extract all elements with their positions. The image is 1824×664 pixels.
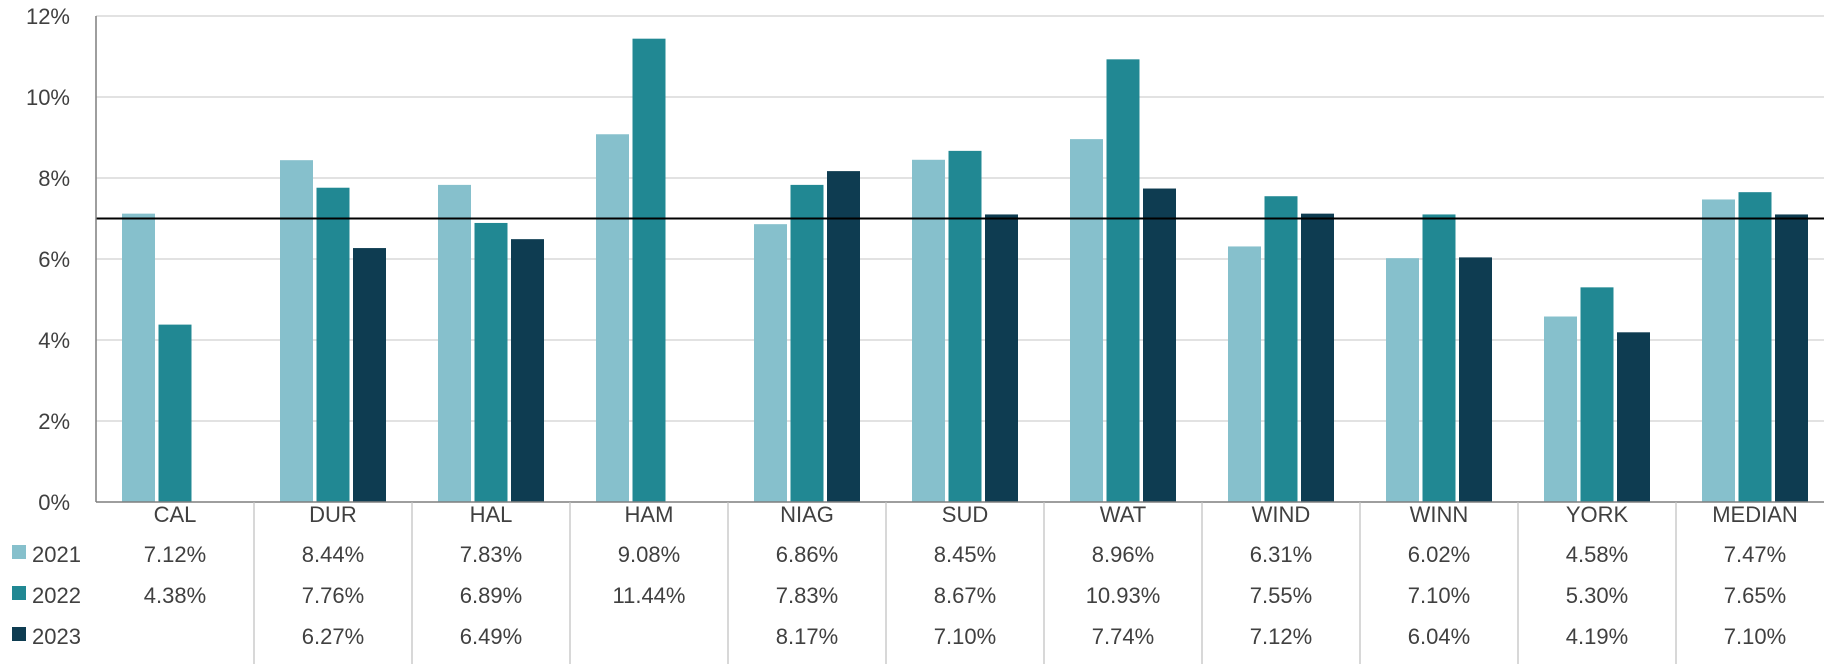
data-table-cell: 6.86% <box>776 542 838 567</box>
y-tick-label: 6% <box>38 247 70 272</box>
data-table-cell: 7.10% <box>934 624 996 649</box>
bar-winn-2023 <box>1459 257 1492 502</box>
data-table-cell: 7.12% <box>1250 624 1312 649</box>
data-table-cell: 4.38% <box>144 583 206 608</box>
category-label: HAL <box>470 502 513 527</box>
bar-york-2023 <box>1617 332 1650 502</box>
y-tick-label: 10% <box>26 85 70 110</box>
bar-wat-2021 <box>1070 139 1103 502</box>
data-table-cell: 7.47% <box>1724 542 1786 567</box>
data-table-cell: 8.96% <box>1092 542 1154 567</box>
data-table-cell: 6.27% <box>302 624 364 649</box>
bar-winn-2022 <box>1422 214 1456 502</box>
bar-dur-2022 <box>316 187 350 502</box>
category-label: MEDIAN <box>1712 502 1798 527</box>
bar-wat-2023 <box>1143 188 1176 502</box>
data-table-cell: 7.83% <box>776 583 838 608</box>
category-label: WIND <box>1252 502 1311 527</box>
y-tick-label: 8% <box>38 166 70 191</box>
data-table-cell: 7.55% <box>1250 583 1312 608</box>
bars <box>122 38 1808 503</box>
bar-hal-2023 <box>511 239 544 502</box>
bar-winn-2021 <box>1386 258 1419 502</box>
bar-wind-2023 <box>1301 213 1334 502</box>
y-tick-label: 4% <box>38 328 70 353</box>
bar-hal-2021 <box>438 184 471 502</box>
data-table-cell: 7.10% <box>1408 583 1470 608</box>
legend-label: 2022 <box>32 583 81 608</box>
bar-york-2021 <box>1544 316 1577 502</box>
category-label: CAL <box>154 502 197 527</box>
bar-niag-2023 <box>827 171 860 503</box>
bar-wind-2021 <box>1228 246 1261 502</box>
data-table-cell: 5.30% <box>1566 583 1628 608</box>
axes: 0% 2% 4% 6% 8% 10% 12% <box>26 4 1824 515</box>
bar-wat-2022 <box>1106 59 1140 503</box>
data-table-cell: 7.76% <box>302 583 364 608</box>
bar-median-2022 <box>1738 192 1772 503</box>
bar-wind-2022 <box>1264 196 1298 502</box>
data-table-cell: 4.19% <box>1566 624 1628 649</box>
data-table-cell: 7.65% <box>1724 583 1786 608</box>
bar-sud-2022 <box>948 150 982 503</box>
category-label: WINN <box>1410 502 1469 527</box>
category-label: WAT <box>1100 502 1146 527</box>
bar-ham-2021 <box>596 134 629 502</box>
bar-sud-2023 <box>985 214 1018 502</box>
bar-hal-2022 <box>474 222 508 502</box>
bar-cal-2022 <box>158 324 192 502</box>
bar-median-2021 <box>1702 199 1735 502</box>
bar-niag-2021 <box>754 224 787 503</box>
data-table: CAL DUR HAL HAM NIAG SUD WAT WIND WINN YORK MEDIAN… <box>12 502 1798 664</box>
data-table-cell: 10.93% <box>1086 583 1161 608</box>
category-label: YORK <box>1566 502 1629 527</box>
bar-york-2022 <box>1580 287 1614 502</box>
bar-median-2023 <box>1775 214 1808 502</box>
legend-label: 2023 <box>32 624 81 649</box>
data-table-cell: 6.02% <box>1408 542 1470 567</box>
legend-key-2023 <box>12 627 26 641</box>
data-table-cell: 6.04% <box>1408 624 1470 649</box>
data-table-cell: 9.08% <box>618 542 680 567</box>
legend-label: 2021 <box>32 542 81 567</box>
y-tick-label: 0% <box>38 490 70 515</box>
bar-ham-2022 <box>632 38 666 503</box>
data-table-cell: 7.74% <box>1092 624 1154 649</box>
bar-niag-2022 <box>790 184 824 502</box>
data-table-cell: 8.45% <box>934 542 996 567</box>
data-table-cell: 7.12% <box>144 542 206 567</box>
legend-key-2021 <box>12 545 26 559</box>
bar-dur-2021 <box>280 160 313 502</box>
data-table-cell: 8.17% <box>776 624 838 649</box>
bar-dur-2023 <box>353 248 386 502</box>
data-table-cell: 6.89% <box>460 583 522 608</box>
data-table-cell: 11.44% <box>613 583 686 608</box>
legend-key-2022 <box>12 586 26 600</box>
category-label: HAM <box>625 502 674 527</box>
category-label: NIAG <box>780 502 834 527</box>
bar-sud-2021 <box>912 159 945 502</box>
data-table-cell: 6.49% <box>460 624 522 649</box>
y-tick-label: 2% <box>38 409 70 434</box>
category-label: DUR <box>309 502 357 527</box>
category-label: SUD <box>942 502 988 527</box>
data-table-cell: 4.58% <box>1566 542 1628 567</box>
data-table-cell: 7.10% <box>1724 624 1786 649</box>
data-table-cell: 7.83% <box>460 542 522 567</box>
data-table-cell: 8.67% <box>934 583 996 608</box>
y-tick-label: 12% <box>26 4 70 29</box>
bar-cal-2021 <box>122 213 155 502</box>
data-table-cell: 6.31% <box>1250 542 1312 567</box>
data-table-cell: 8.44% <box>302 542 364 567</box>
